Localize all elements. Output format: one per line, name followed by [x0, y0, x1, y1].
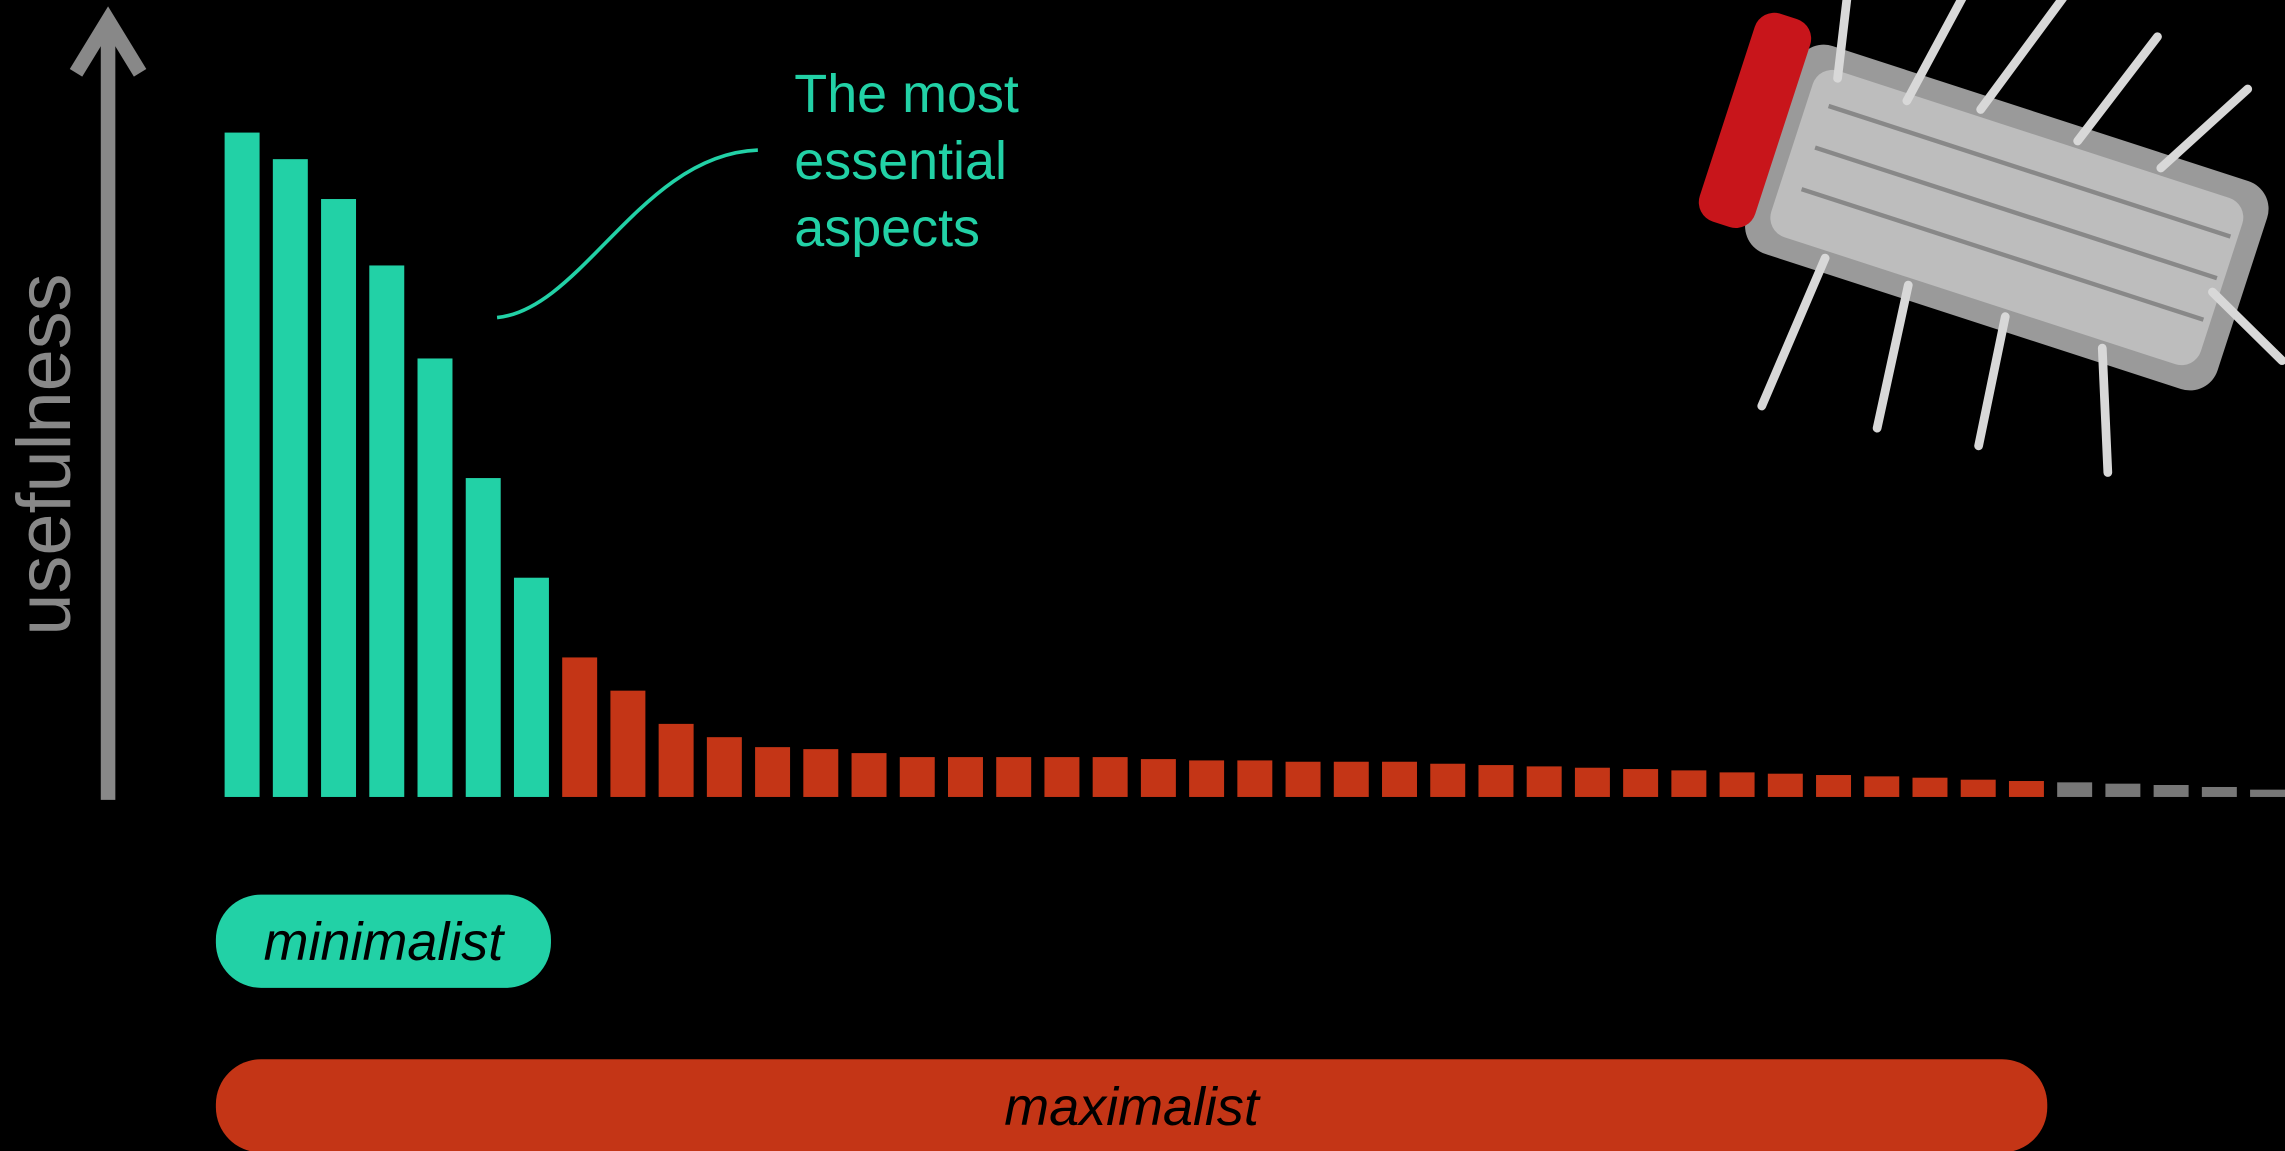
bar: [562, 657, 598, 797]
bar: [272, 159, 308, 797]
bar: [1189, 760, 1225, 797]
bar: [899, 757, 935, 797]
bar: [1382, 761, 1417, 797]
bar: [1960, 779, 1996, 797]
bar: [1140, 759, 1176, 797]
range-pill: [215, 894, 551, 988]
bar: [2153, 784, 2189, 797]
bar: [2057, 782, 2093, 797]
bar: [2250, 789, 2285, 797]
bar: [996, 757, 1032, 797]
annotation-line: [496, 148, 758, 320]
annotation-line-text: essential: [794, 131, 1007, 191]
bar: [369, 265, 405, 797]
range-pill: [215, 1059, 2048, 1151]
bar: [1237, 760, 1273, 797]
annotation-line-text: The most: [794, 64, 1019, 124]
bar: [1912, 777, 1948, 797]
bar: [1526, 766, 1562, 797]
bar: [610, 690, 646, 797]
bar: [1478, 765, 1514, 797]
bar: [1767, 773, 1803, 797]
bar: [1430, 763, 1466, 797]
bar: [1864, 776, 1900, 797]
annotation-line-text: aspects: [794, 198, 980, 258]
y-axis-label: usefulness: [2, 273, 87, 635]
bar: [321, 199, 357, 797]
annotation: The most essential aspects: [794, 64, 1019, 258]
bar: [1333, 761, 1369, 797]
bar: [417, 358, 453, 797]
bar: [1092, 757, 1128, 797]
bar: [2201, 786, 2237, 797]
bar: [803, 749, 839, 797]
bar: [947, 757, 983, 797]
bar: [1574, 767, 1610, 797]
bar: [755, 747, 791, 797]
bar: [1285, 761, 1321, 797]
bar: [1719, 772, 1755, 797]
bar: [224, 132, 260, 797]
bar: [465, 478, 501, 797]
bar: [1623, 769, 1659, 797]
bar: [2008, 781, 2044, 797]
bar: [513, 577, 549, 797]
range-label: minimalist: [264, 912, 506, 972]
bar: [1671, 770, 1707, 797]
y-axis-arrow: [69, 6, 147, 77]
bar: [658, 723, 694, 797]
bars: [224, 132, 2285, 797]
multitool-image: [1698, 0, 2285, 477]
bar: [1816, 775, 1852, 797]
bar: [851, 753, 887, 797]
range-labels: minimalist maximalist: [215, 894, 2048, 1151]
range-label: maximalist: [1004, 1077, 1261, 1137]
bar: [1044, 757, 1080, 797]
bar: [706, 737, 742, 797]
bar: [2105, 783, 2141, 797]
